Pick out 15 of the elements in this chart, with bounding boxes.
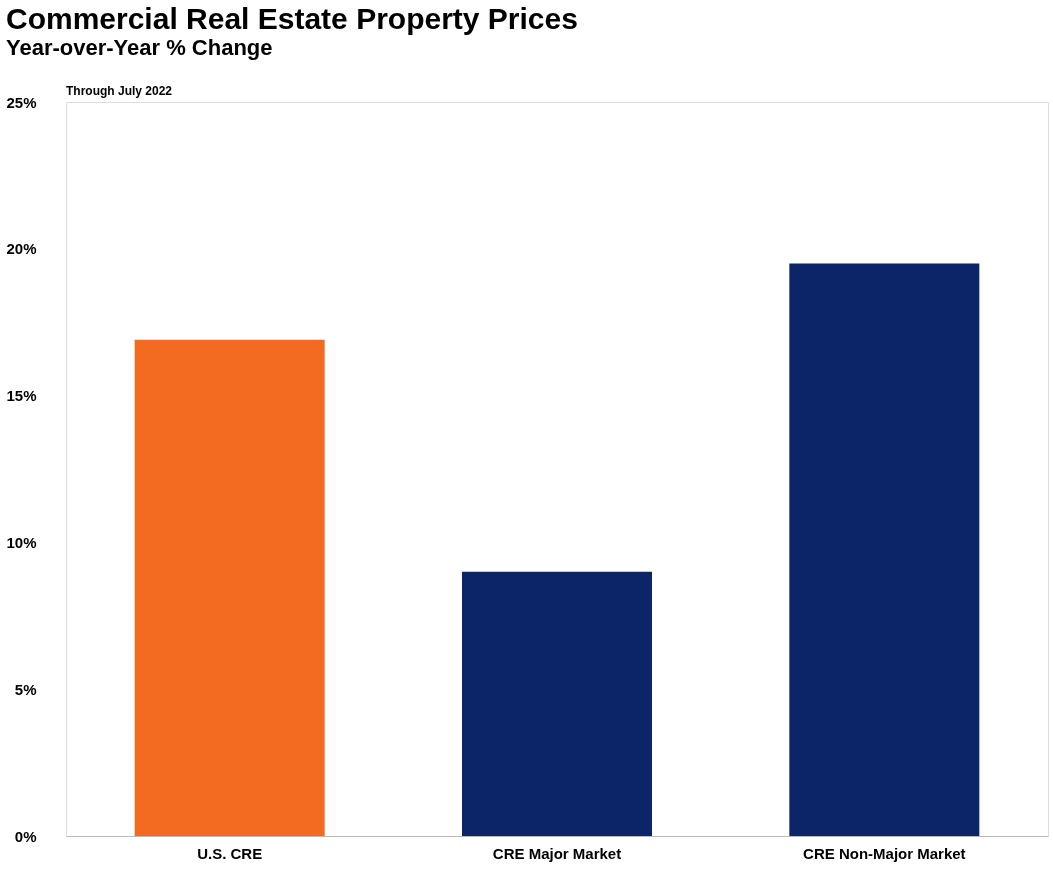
x-tick-label: CRE Major Market <box>492 844 622 862</box>
bar <box>462 571 652 836</box>
text: Through July 2022 <box>66 84 173 98</box>
y-tick-label: 0% <box>14 827 37 845</box>
x-tick-label: U.S. CRE <box>197 844 263 862</box>
chart-subtitle: Year-over-Year % Change <box>5 35 273 60</box>
chart-title: Commercial Real Estate Property Prices <box>5 2 578 35</box>
bar <box>134 339 325 836</box>
y-tick-label: 25% <box>6 93 37 111</box>
y-tick-label: 15% <box>6 387 37 405</box>
y-tick-label: 20% <box>6 240 37 258</box>
bar <box>789 263 980 836</box>
y-tick-label: 10% <box>6 533 37 551</box>
x-tick-label: CRE Non-Major Market <box>803 844 966 862</box>
y-tick-label: 5% <box>14 680 37 698</box>
